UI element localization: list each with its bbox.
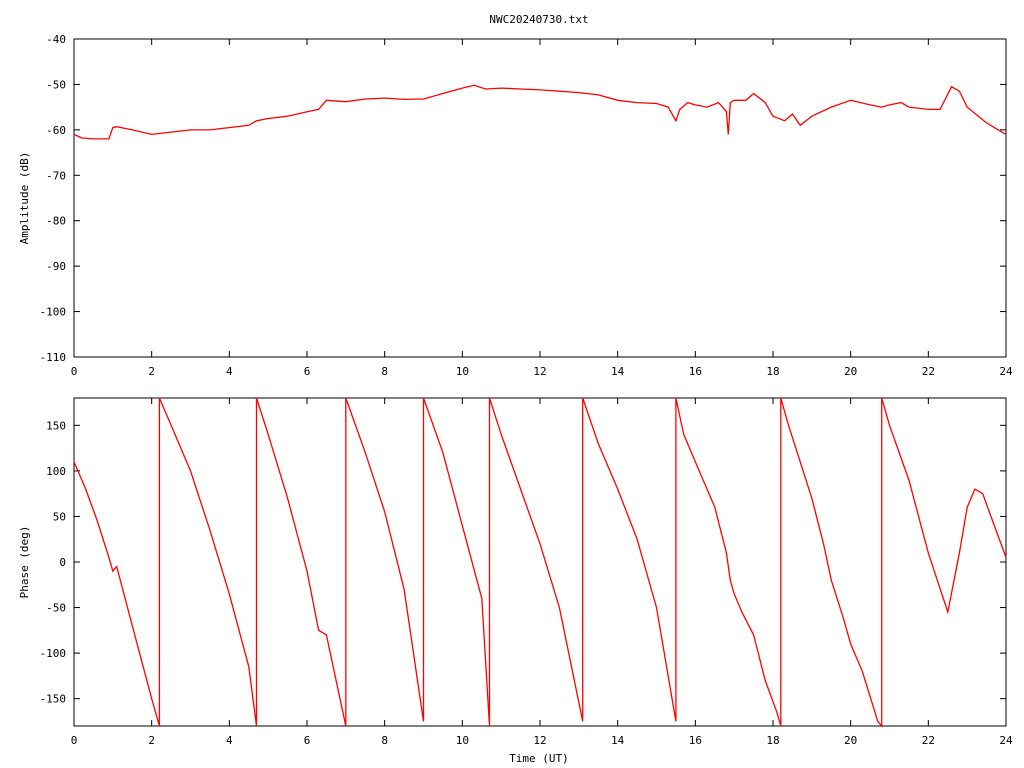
phase-y-axis-label: Phase (deg) <box>18 526 31 599</box>
amplitude-x-tick-label: 22 <box>922 365 935 378</box>
phase-y-tick-label: 150 <box>46 419 66 432</box>
phase-x-tick-label: 8 <box>381 734 388 747</box>
amplitude-y-tick-label: -100 <box>40 306 67 319</box>
amplitude-y-tick-label: -50 <box>46 78 66 91</box>
amplitude-y-tick-label: -70 <box>46 169 66 182</box>
amplitude-y-tick-label: -60 <box>46 124 66 137</box>
phase-y-tick-label: -100 <box>40 647 67 660</box>
amplitude-x-tick-label: 8 <box>381 365 388 378</box>
phase-y-tick-label: 100 <box>46 465 66 478</box>
amplitude-plot-frame <box>73 38 1007 358</box>
amplitude-y-tick-label: -40 <box>46 33 66 46</box>
phase-x-tick-label: 14 <box>611 734 625 747</box>
phase-x-tick-label: 24 <box>999 734 1013 747</box>
amplitude-y-tick-label: -80 <box>46 215 66 228</box>
x-axis-label: Time (UT) <box>509 752 569 765</box>
phase-y-tick-label: -150 <box>40 693 67 706</box>
amplitude-y-ticks: -110 -100 -90 -80 -70 -60 -50 -40 <box>40 33 1006 364</box>
chart-title: NWC20240730.txt <box>489 13 588 26</box>
amplitude-x-tick-label: 10 <box>456 365 469 378</box>
amplitude-x-tick-label: 2 <box>148 365 155 378</box>
amplitude-x-tick-label: 6 <box>304 365 311 378</box>
phase-x-tick-label: 10 <box>456 734 469 747</box>
phase-x-ticks: 0 2 4 6 8 10 12 14 16 18 20 22 24 <box>71 398 1013 747</box>
phase-x-tick-label: 2 <box>148 734 155 747</box>
amplitude-x-tick-label: 0 <box>71 365 78 378</box>
phase-y-ticks: -150 -100 -50 0 50 100 150 <box>40 419 1006 706</box>
amplitude-x-tick-label: 4 <box>226 365 233 378</box>
amplitude-x-tick-label: 12 <box>533 365 546 378</box>
phase-series-line <box>73 397 1007 728</box>
phase-y-tick-label: -50 <box>46 602 66 615</box>
amplitude-x-tick-label: 20 <box>844 365 857 378</box>
amplitude-x-tick-label: 14 <box>611 365 625 378</box>
phase-x-tick-label: 0 <box>71 734 78 747</box>
phase-y-tick-label: 50 <box>53 510 66 523</box>
phase-x-tick-label: 18 <box>766 734 779 747</box>
amplitude-x-ticks: 0 2 4 6 8 10 12 14 16 18 20 22 24 <box>71 39 1013 378</box>
amplitude-y-tick-label: -90 <box>46 260 66 273</box>
phase-y-tick-label: 0 <box>59 556 66 569</box>
phase-x-tick-label: 12 <box>533 734 546 747</box>
phase-x-tick-label: 20 <box>844 734 857 747</box>
amplitude-panel: -110-100-90-80-70-60-50-40 0 2 4 6 8 10 12 14 16… <box>18 33 1013 378</box>
phase-x-tick-label: 6 <box>304 734 311 747</box>
amplitude-y-axis-label: Amplitude (dB) <box>18 152 31 245</box>
amplitude-y-tick-label: -110 <box>40 351 67 364</box>
amplitude-x-tick-label: 24 <box>999 365 1013 378</box>
amplitude-series-line <box>73 84 1007 140</box>
phase-x-tick-label: 4 <box>226 734 233 747</box>
phase-x-tick-label: 22 <box>922 734 935 747</box>
amplitude-x-tick-label: 16 <box>689 365 702 378</box>
phase-plot-frame <box>73 397 1007 727</box>
phase-x-tick-label: 16 <box>689 734 702 747</box>
amplitude-x-tick-label: 18 <box>766 365 779 378</box>
